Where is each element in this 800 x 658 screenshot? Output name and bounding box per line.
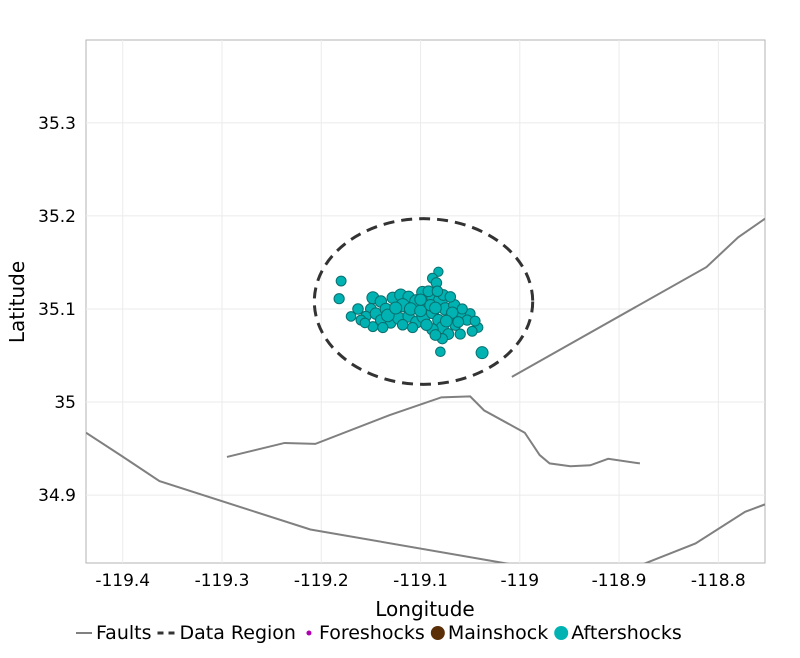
aftershock-point (429, 329, 442, 341)
legend-key-foreshocks (306, 630, 312, 636)
aftershock-point (389, 301, 403, 315)
legend-label: Faults (96, 622, 152, 644)
y-tick-label: 35.3 (38, 114, 76, 134)
fault-line (643, 503, 765, 563)
fault-line (511, 217, 765, 378)
x-tick-label: -119.3 (195, 571, 250, 591)
x-tick-label: -119 (501, 571, 540, 591)
y-tick-label: 35.2 (38, 207, 76, 227)
aftershock-point (435, 346, 446, 358)
y-tick-label: 34.9 (38, 486, 76, 506)
legend-label: Foreshocks (319, 622, 425, 644)
aftershock-point (414, 293, 427, 306)
y-axis-label: Latitude (5, 261, 29, 343)
aftershock-point (444, 291, 457, 303)
legend-key-mainshock (430, 626, 445, 640)
legend-label: Mainshock (448, 622, 548, 644)
y-tick-label: 35.1 (38, 300, 76, 320)
aftershock-point (420, 318, 433, 331)
aftershock-point (431, 285, 444, 298)
x-tick-label: -119.4 (95, 571, 150, 591)
x-tick-label: -119.2 (294, 571, 349, 591)
aftershock-point (352, 303, 364, 315)
fault-line (86, 431, 510, 563)
aftershock-point (433, 266, 444, 277)
aftershock-point (466, 325, 478, 337)
aftershock-point (452, 316, 465, 328)
plot-marks (86, 217, 765, 563)
y-tick-label: 35 (54, 393, 76, 413)
x-tick-label: -118.9 (592, 571, 647, 591)
fault-line (226, 395, 641, 468)
legend-key-aftershocks (554, 626, 569, 640)
legend-label: Aftershocks (571, 622, 682, 644)
aftershock-point (333, 293, 345, 305)
legend: Faults Data Region Foreshocks Mainshock Afte… (76, 622, 682, 644)
aftershock-point (345, 311, 357, 322)
tick-labels: -119.4 -119.3 -119.2 -119.1 -119 -118.9 -118.8… (38, 114, 746, 591)
aftershock-point (359, 317, 371, 329)
aftershock-point (469, 315, 481, 327)
aftershock-point (396, 319, 409, 331)
aftershock-point (377, 321, 389, 334)
aftershock-point (454, 328, 466, 340)
aftershock-point (475, 346, 489, 360)
aftershock-point (406, 321, 419, 334)
data-region-ellipse (312, 217, 535, 386)
x-tick-label: -119.1 (393, 571, 448, 591)
aftershock-point (335, 275, 347, 287)
legend-label: Data Region (180, 622, 296, 644)
aftershock-point (439, 314, 453, 328)
x-tick-label: -118.8 (691, 571, 746, 591)
aftershock-point (456, 303, 468, 315)
x-axis-label: Longitude (375, 597, 474, 621)
aftershock-point (429, 301, 442, 315)
